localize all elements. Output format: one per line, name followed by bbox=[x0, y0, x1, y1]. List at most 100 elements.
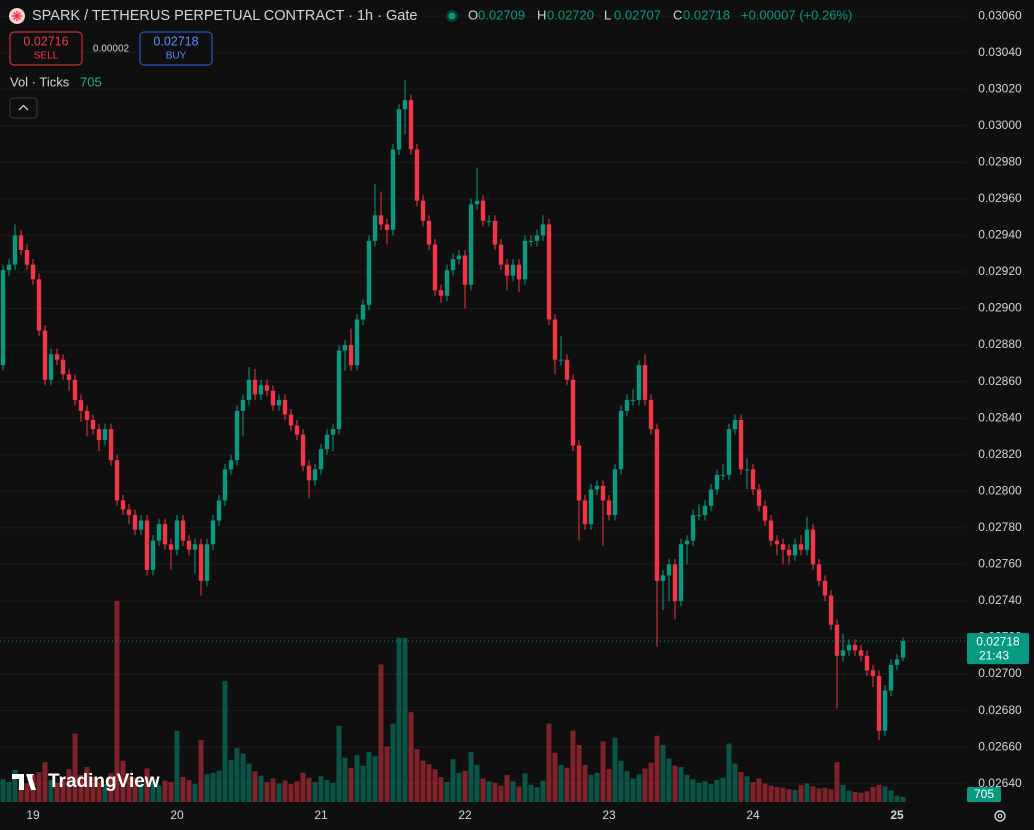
candle-body bbox=[654, 429, 660, 581]
candle-body bbox=[396, 109, 402, 150]
y-tick-label: 0.02700 bbox=[978, 666, 1022, 680]
volume-bar bbox=[54, 782, 60, 802]
volume-bar bbox=[786, 789, 792, 802]
candle-body bbox=[456, 255, 462, 260]
candle-body bbox=[66, 374, 72, 380]
collapse-chevron bbox=[18, 104, 29, 111]
candle-body bbox=[714, 474, 720, 490]
candle-body bbox=[222, 469, 228, 501]
candle-body bbox=[360, 304, 366, 320]
volume-bar bbox=[654, 735, 660, 802]
volume-bar bbox=[618, 760, 624, 802]
volume-bar bbox=[762, 783, 768, 802]
candle-body bbox=[138, 520, 144, 530]
candle-body bbox=[780, 544, 786, 550]
candle-body bbox=[642, 365, 648, 400]
volume-bar bbox=[900, 796, 906, 802]
candle-body bbox=[858, 650, 864, 656]
settings-icon[interactable] bbox=[994, 810, 1006, 822]
legend-value: 0.02720 bbox=[547, 7, 594, 22]
volume-badge bbox=[967, 787, 1001, 802]
buy-price: 0.02718 bbox=[153, 34, 198, 48]
candle-body bbox=[420, 200, 426, 221]
volume-bar bbox=[114, 601, 120, 802]
candle-body bbox=[828, 595, 834, 625]
candle-body bbox=[216, 500, 222, 521]
candle-body bbox=[72, 379, 78, 400]
volume-bar bbox=[150, 779, 156, 802]
volume-bar bbox=[90, 777, 96, 802]
volume-bar bbox=[348, 767, 354, 802]
volume-bar bbox=[588, 774, 594, 802]
candle-body bbox=[750, 469, 756, 490]
volume-bar bbox=[474, 764, 480, 802]
candle-body bbox=[198, 544, 204, 581]
y-tick-label: 0.02980 bbox=[978, 154, 1022, 168]
candle-body bbox=[618, 410, 624, 470]
y-tick-label: 0.02960 bbox=[978, 191, 1022, 205]
volume-bar bbox=[678, 767, 684, 802]
candle-body bbox=[678, 544, 684, 601]
candle-body bbox=[738, 420, 744, 470]
last-price-badge bbox=[967, 633, 1029, 665]
volume-bar bbox=[192, 784, 198, 802]
candle-body bbox=[282, 399, 288, 415]
volume-bar bbox=[12, 769, 18, 802]
volume-bar bbox=[336, 725, 342, 802]
volume-bar bbox=[414, 749, 420, 802]
candle-body bbox=[804, 529, 810, 550]
volume-bar bbox=[282, 780, 288, 802]
volume-bar bbox=[288, 784, 294, 802]
brand-logo: TradingView bbox=[12, 771, 160, 792]
y-tick-label: 0.02940 bbox=[978, 228, 1022, 242]
collapse-button[interactable] bbox=[9, 97, 38, 119]
candle-body bbox=[636, 365, 642, 400]
volume-bar bbox=[222, 680, 228, 802]
buy-label: BUY bbox=[166, 51, 187, 62]
candle-body bbox=[888, 664, 894, 691]
candle-body bbox=[630, 399, 636, 401]
candle-body bbox=[204, 544, 210, 581]
volume-bar bbox=[894, 795, 900, 802]
candle-body bbox=[414, 149, 420, 201]
y-tick-label: 0.02800 bbox=[978, 483, 1022, 497]
sell-price: 0.02716 bbox=[23, 34, 68, 48]
candle-body bbox=[552, 319, 558, 360]
y-tick-label: 0.02740 bbox=[978, 593, 1022, 607]
candle-body bbox=[384, 224, 390, 230]
candle-body bbox=[120, 500, 126, 510]
volume-bar bbox=[372, 756, 378, 802]
chart-title[interactable]: SPARK / TETHERUS PERPETUAL CONTRACT · 1h… bbox=[32, 8, 417, 24]
volume-bar bbox=[78, 774, 84, 802]
volume-bar bbox=[444, 782, 450, 802]
candle-body bbox=[708, 489, 714, 506]
volume-bar bbox=[810, 786, 816, 802]
candle-body bbox=[30, 264, 36, 280]
volume-bar bbox=[228, 759, 234, 802]
candle-body bbox=[582, 500, 588, 525]
volume-bar bbox=[24, 783, 30, 802]
volume-bar bbox=[384, 746, 390, 802]
volume-bar bbox=[66, 769, 72, 802]
legend-change: +0.00007 (+0.26%) bbox=[741, 7, 852, 22]
candle-body bbox=[330, 429, 336, 435]
legend-value: 0.02707 bbox=[614, 7, 661, 22]
volume-bar bbox=[432, 769, 438, 802]
status-dot bbox=[448, 12, 456, 20]
candle-body bbox=[108, 429, 114, 461]
candle-body bbox=[564, 359, 570, 380]
brand-dot bbox=[27, 774, 33, 780]
candle-body bbox=[342, 345, 348, 351]
candle-body bbox=[96, 429, 102, 441]
volume-bar bbox=[186, 779, 192, 802]
volume-bar bbox=[768, 785, 774, 802]
candle-body bbox=[408, 100, 414, 150]
volume-bar bbox=[6, 782, 12, 802]
x-tick-label: 19 bbox=[26, 808, 40, 822]
buy-button[interactable] bbox=[139, 31, 213, 66]
sell-button[interactable] bbox=[9, 31, 83, 66]
candle-body bbox=[78, 399, 84, 411]
volume-bar bbox=[888, 790, 894, 802]
